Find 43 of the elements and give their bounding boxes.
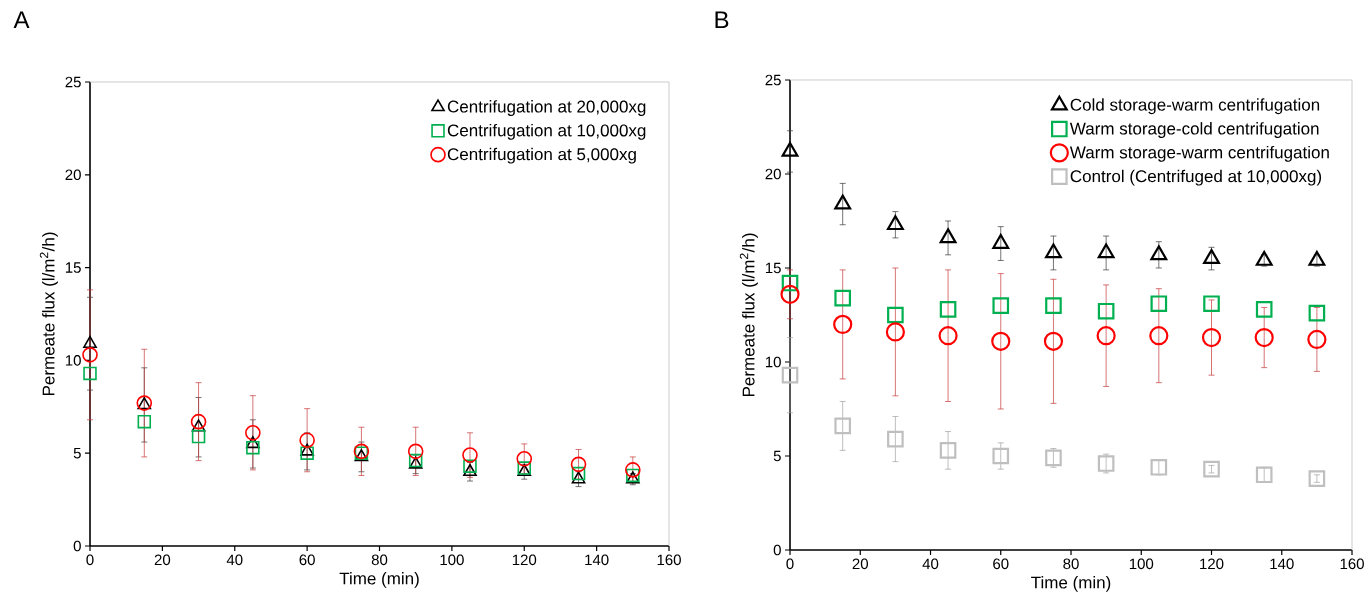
- y-tick-label: 25: [65, 76, 81, 88]
- y-tick-label: 20: [65, 169, 81, 181]
- y-tick-label: 5: [73, 447, 81, 459]
- x-tick-label: 60: [993, 558, 1009, 570]
- x-tick-label: 160: [657, 554, 681, 566]
- text: B: [715, 11, 729, 29]
- x-tick-label: 80: [1063, 558, 1079, 570]
- text: A: [13, 11, 30, 29]
- legend-label: Warm storage-warm centrifugation: [1069, 145, 1329, 162]
- x-axis-title: Time (min): [1031, 576, 1111, 592]
- x-tick-label: 120: [1200, 558, 1224, 570]
- y-tick-label: 10: [65, 355, 81, 366]
- legend-label: Cold storage-warm centrifugation: [1070, 98, 1320, 115]
- y-axis-title: Permeate flux (l/m$^{2}$/h): [39, 232, 58, 396]
- x-tick-label: 140: [585, 554, 609, 566]
- x-tick-label: 40: [226, 554, 243, 566]
- legend-label: Warm storage-cold centrifugation: [1069, 122, 1319, 138]
- x-tick-label: 0: [86, 554, 94, 566]
- y-tick-label: 0: [773, 544, 781, 556]
- x-tick-label: 0: [786, 558, 794, 570]
- x-axis-title: Time (min): [339, 572, 419, 588]
- x-tick-label: 120: [512, 554, 537, 566]
- y-tick-label: 25: [765, 74, 781, 86]
- y-tick-label: 15: [765, 262, 781, 274]
- y-tick-label: 0: [73, 540, 81, 552]
- legend-label: Control (Centrifuged at 10,000xg): [1070, 169, 1322, 186]
- y-tick-label: 5: [773, 450, 781, 462]
- x-tick-label: 100: [440, 554, 464, 566]
- legend-label: Centrifugation at 20,000xg: [447, 100, 646, 116]
- y-tick-label: 20: [765, 168, 781, 180]
- x-tick-label: 60: [299, 554, 315, 566]
- x-tick-label: 80: [371, 554, 388, 566]
- x-tick-label: 20: [852, 558, 869, 570]
- legend-label: Centrifugation at 10,000xg: [447, 123, 646, 140]
- legend-label: Centrifugation at 5,000xg: [447, 147, 636, 164]
- y-axis-title: Permeate flux (l/m$^{2}$/h): [739, 233, 758, 397]
- y-tick-label: 15: [65, 262, 81, 273]
- x-tick-label: 40: [922, 558, 939, 570]
- x-tick-label: 20: [154, 554, 171, 566]
- x-tick-label: 160: [1340, 558, 1364, 570]
- x-tick-label: 100: [1129, 558, 1154, 570]
- x-tick-label: 140: [1270, 558, 1294, 570]
- y-tick-label: 10: [765, 356, 781, 368]
